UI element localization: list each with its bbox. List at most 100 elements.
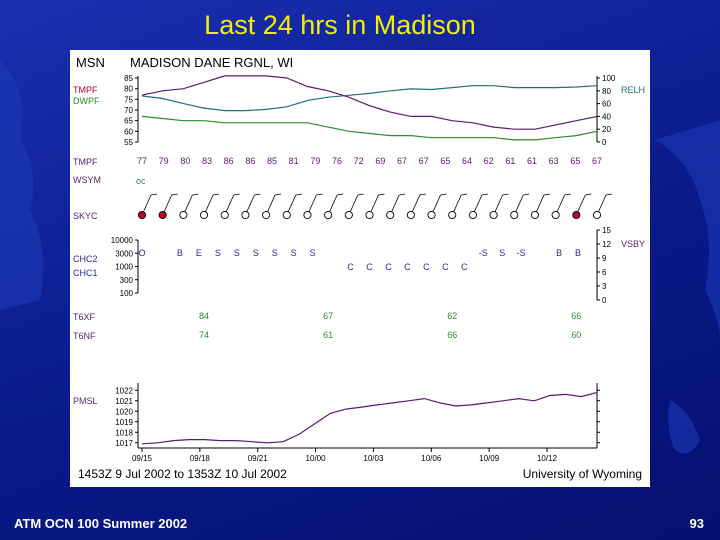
map-island [668, 400, 700, 454]
cloud-row: O B E S S S S S S -S S -S B B C C C C C C C [138, 248, 581, 272]
pressure-axis-tick-label: 1019 [115, 418, 133, 427]
map-coastline-right [655, 120, 720, 340]
wind-barb-flag [378, 193, 385, 196]
wind-barb-flag [275, 193, 282, 196]
cloud-layer-low: C [461, 262, 468, 272]
label-wsym: WSYM [73, 175, 101, 185]
cloud-layer-high: B [177, 248, 183, 258]
temp-row-value: 67 [397, 156, 407, 166]
meteogram-chart: MSN MADISON DANE RGNL, WI TMPF DWPF RELH… [73, 55, 645, 481]
footer-course: ATM OCN 100 Summer 2002 [14, 516, 188, 531]
wind-barb-flag [233, 193, 240, 196]
temp-axis-tick-label: 65 [124, 117, 133, 126]
cloud-layer-low: C [366, 262, 373, 272]
cloud-layer-low: C [404, 262, 411, 272]
t6-rows: 84 67 62 66 74 61 66 60 [199, 311, 581, 340]
wind-barb-flag [254, 193, 261, 196]
label-tmpf: TMPF [73, 85, 98, 95]
label-tmpf-row: TMPF [73, 157, 98, 167]
sky-cover-marker [448, 210, 457, 220]
relh-axis-tick-label: 60 [602, 100, 611, 109]
station-id: MSN [76, 55, 105, 70]
t6xf-value: 66 [571, 311, 581, 321]
pressure-series-line [141, 391, 598, 445]
pressure-line [141, 391, 598, 445]
cloud-layer-high: S [234, 248, 240, 258]
pressure-axis-tick-label: 1017 [115, 439, 133, 448]
temp-row-value: 79 [310, 156, 320, 166]
vsby-axis-tick-label: 6 [602, 268, 607, 277]
vsby-axis-tick-label: 12 [602, 240, 611, 249]
cloud-layer-high: S [310, 248, 316, 258]
sky-cover-marker [551, 210, 560, 220]
sky-cover-marker [262, 210, 271, 220]
wind-barb-flag [150, 193, 158, 196]
temperature-line [141, 75, 598, 130]
wind-barb-flag [192, 193, 199, 196]
label-relh: RELH [621, 85, 645, 95]
temp-row-value: 61 [527, 156, 537, 166]
relh-axis-tick-label: 80 [602, 87, 611, 96]
cloud-axis-tick-label: 300 [120, 276, 134, 285]
temp-row-value: 76 [332, 156, 342, 166]
cloud-layer-high: B [575, 248, 581, 258]
relh-axis-tick-label: 40 [602, 112, 611, 121]
page-number: 93 [689, 516, 704, 531]
vsby-axis-tick-label: 15 [602, 226, 611, 235]
pressure-axis-tick-label: 1018 [115, 428, 133, 437]
wind-barb-flag [399, 193, 406, 196]
cloud-axis-tick-label: 1000 [115, 263, 133, 272]
cloud-layer-high: S [499, 248, 505, 258]
temp-row-value: 69 [375, 156, 385, 166]
temp-row-value: 67 [592, 156, 602, 166]
meteogram-panel: MSN MADISON DANE RGNL, WI TMPF DWPF RELH… [70, 50, 650, 487]
vsby-axis-tick-label: 3 [602, 282, 607, 291]
wind-barb-flag [440, 193, 447, 196]
vsby-axis-tick-label: 9 [602, 254, 607, 263]
label-pmsl: PMSL [73, 396, 98, 406]
sky-cover-marker [137, 210, 147, 220]
label-vsby: VSBY [621, 239, 645, 249]
temp-row-value: 86 [245, 156, 255, 166]
x-axis-tick-label: 10/06 [421, 454, 442, 463]
temp-axis-tick-label: 60 [124, 127, 133, 136]
label-t6xf: T6XF [73, 312, 96, 322]
sky-cover-marker [510, 210, 519, 220]
pressure-axis-tick-label: 1020 [115, 407, 133, 416]
x-axis-tick-label: 10/03 [363, 454, 384, 463]
sky-cover-marker [344, 210, 353, 220]
station-name: MADISON DANE RGNL, WI [130, 55, 293, 70]
wind-barb-flag [419, 193, 426, 196]
sky-cover-marker [199, 210, 209, 220]
temp-axis-tick-label: 85 [124, 74, 133, 83]
wind-barb-flag [523, 193, 530, 196]
cloud-layer-high: S [253, 248, 259, 258]
wind-barb-flag [605, 193, 613, 196]
x-axis-tick-label: 10/00 [306, 454, 327, 463]
x-axis-tick-label: 10/09 [479, 454, 500, 463]
sky-cover-marker [592, 210, 602, 220]
sky-cover-marker [427, 210, 436, 220]
t6nf-value: 74 [199, 330, 209, 340]
dewpoint-line [141, 115, 598, 141]
sky-cover-marker [179, 210, 188, 220]
cloud-layer-high: S [215, 248, 221, 258]
cloud-axis-tick-label: 3000 [115, 249, 133, 258]
wind-barb-flag [212, 193, 220, 196]
x-axis-tick-label: 09/21 [248, 454, 269, 463]
temp-row-value: 62 [484, 156, 494, 166]
slide-title: Last 24 hrs in Madison [204, 10, 476, 40]
temp-axis-tick-label: 80 [124, 85, 133, 94]
relh-axis-tick-label: 0 [602, 138, 607, 147]
label-chc1: CHC1 [73, 268, 98, 278]
temp-row-value: 65 [570, 156, 580, 166]
cloud-layer-low: C [423, 262, 430, 272]
sky-cover-marker [282, 210, 291, 220]
wind-barb-flag [316, 193, 323, 196]
temp-row-value: 85 [267, 156, 277, 166]
sky-cover-marker [572, 210, 581, 220]
sky-cover-marker [158, 210, 167, 220]
wind-barb-flag [337, 193, 344, 196]
